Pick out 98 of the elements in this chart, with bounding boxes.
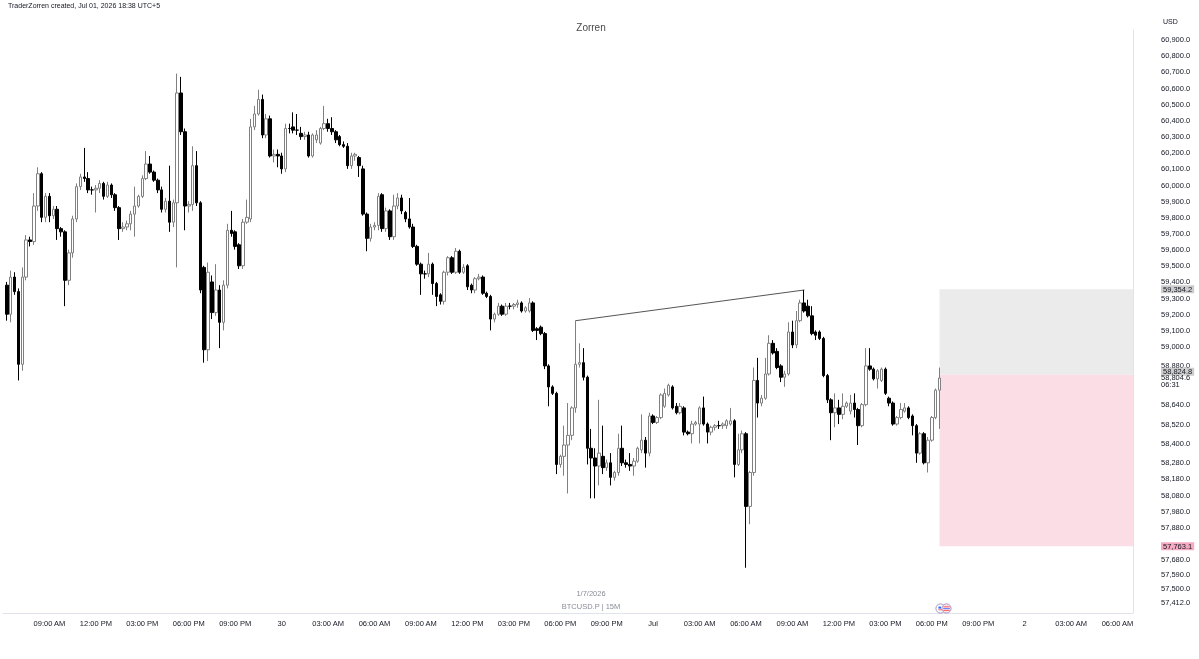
candlestick xyxy=(272,149,276,163)
candlestick xyxy=(678,402,682,415)
candlestick xyxy=(791,320,794,349)
candlestick xyxy=(454,247,458,275)
candlestick xyxy=(601,425,605,475)
candlestick xyxy=(388,208,392,241)
candlestick xyxy=(48,192,51,223)
candlestick xyxy=(520,300,523,314)
candlestick xyxy=(164,197,167,213)
candlestick xyxy=(102,181,105,201)
candlestick xyxy=(384,207,388,233)
candlestick xyxy=(133,186,136,238)
candlestick xyxy=(63,229,67,307)
candlestick xyxy=(737,433,740,467)
candlestick xyxy=(44,192,47,223)
candlestick xyxy=(268,115,272,159)
candlestick xyxy=(481,274,485,296)
candlestick xyxy=(338,134,341,147)
candlestick xyxy=(458,249,461,275)
candlestick xyxy=(644,436,647,469)
candlestick xyxy=(512,302,516,310)
candlestick xyxy=(121,221,125,233)
candlestick xyxy=(52,205,55,220)
candlestick xyxy=(303,131,307,141)
candlestick xyxy=(214,263,218,317)
candlestick xyxy=(284,123,287,173)
candlestick xyxy=(918,431,922,456)
candlestick xyxy=(690,420,694,444)
candlestick xyxy=(106,181,109,199)
candlestick xyxy=(291,111,295,134)
candlestick xyxy=(168,165,171,233)
candlestick xyxy=(597,399,601,486)
candlestick xyxy=(191,145,194,212)
candlestick xyxy=(346,142,349,170)
candlestick xyxy=(884,367,887,396)
candlestick xyxy=(876,368,879,390)
candlestick xyxy=(450,255,454,275)
candlestick xyxy=(671,384,674,411)
candlestick xyxy=(350,152,353,170)
candlestick xyxy=(380,192,384,233)
candlestick xyxy=(392,194,396,241)
candlestick xyxy=(28,236,32,247)
candlestick xyxy=(307,131,310,159)
candlestick xyxy=(210,274,214,320)
candlestick xyxy=(841,392,845,420)
candlestick xyxy=(837,399,841,425)
candlestick xyxy=(504,302,508,317)
candlestick xyxy=(218,284,221,349)
candlestick xyxy=(733,418,736,478)
candlestick xyxy=(175,73,179,268)
candlestick xyxy=(938,367,941,430)
candlestick xyxy=(698,405,701,444)
candlestick xyxy=(709,425,713,436)
candlestick xyxy=(264,113,268,139)
candlestick xyxy=(500,304,504,317)
candlestick xyxy=(833,392,837,428)
candlestick xyxy=(651,413,655,425)
candlestick xyxy=(802,289,806,314)
candlestick xyxy=(849,394,852,415)
candlestick xyxy=(369,223,372,243)
candlestick xyxy=(261,94,264,139)
candlestick xyxy=(5,281,9,322)
candlestick xyxy=(528,297,531,314)
candlestick xyxy=(744,431,748,569)
candlestick xyxy=(516,299,519,309)
candlestick xyxy=(466,263,469,291)
candlestick xyxy=(427,252,430,278)
candlestick xyxy=(891,400,895,427)
candlestick xyxy=(756,357,759,419)
candlestick xyxy=(462,263,465,275)
candlestick xyxy=(311,132,314,159)
candlestick xyxy=(280,152,283,175)
candlestick xyxy=(206,262,210,362)
candlestick xyxy=(713,423,717,432)
candlestick xyxy=(729,407,732,427)
candlestick xyxy=(605,459,608,472)
candlestick xyxy=(9,270,12,323)
candlestick xyxy=(628,452,632,472)
candlestick xyxy=(721,421,725,430)
candlestick xyxy=(617,433,620,477)
candlestick xyxy=(648,412,651,457)
candlestick xyxy=(377,192,380,231)
candlestick xyxy=(620,425,624,467)
candlestick xyxy=(489,294,492,331)
candlestick xyxy=(659,392,663,420)
candlestick xyxy=(326,118,330,133)
candlestick xyxy=(609,452,612,486)
candlestick xyxy=(94,184,98,213)
candlestick xyxy=(473,276,477,294)
candlestick xyxy=(295,113,299,136)
candlestick xyxy=(400,194,403,215)
candlestick xyxy=(922,431,926,465)
candlestick xyxy=(566,402,570,494)
candlestick xyxy=(357,155,361,178)
candlestick xyxy=(55,205,59,241)
candlestick xyxy=(682,405,686,436)
candlestick xyxy=(40,171,43,223)
chart-title: Zorren xyxy=(576,21,606,33)
